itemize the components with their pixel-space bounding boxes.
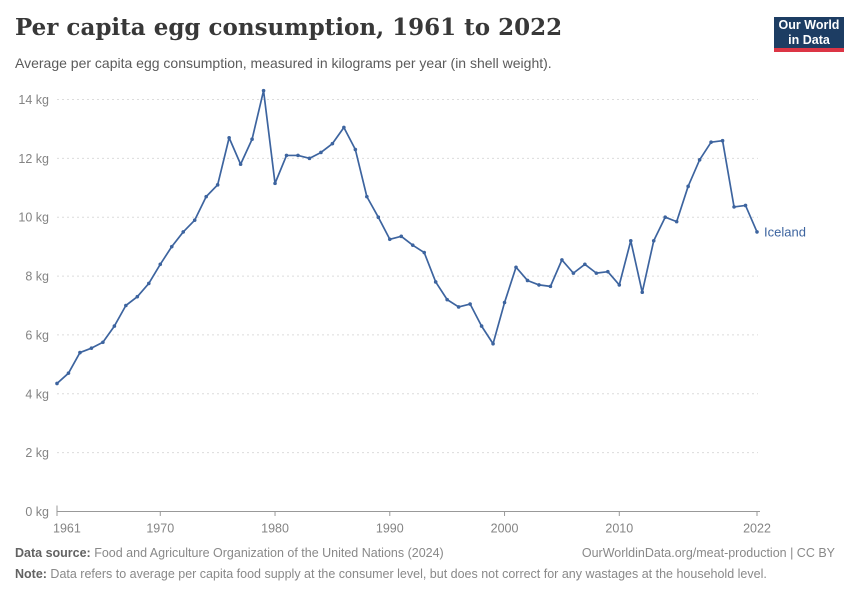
data-point[interactable]: [606, 269, 610, 274]
data-point[interactable]: [147, 281, 151, 286]
data-source: Data source: Food and Agriculture Organi…: [15, 546, 444, 560]
data-point[interactable]: [353, 147, 358, 152]
data-point[interactable]: [192, 218, 197, 222]
data-point[interactable]: [89, 346, 94, 350]
x-axis-tick-label: 1961: [53, 522, 81, 536]
data-point[interactable]: [686, 184, 690, 189]
data-point[interactable]: [491, 341, 495, 346]
note-text: Data refers to average per capita food s…: [46, 567, 767, 581]
data-point[interactable]: [479, 324, 484, 328]
data-point[interactable]: [250, 137, 254, 142]
data-point[interactable]: [181, 230, 186, 234]
data-point[interactable]: [651, 238, 656, 243]
data-point[interactable]: [101, 340, 105, 345]
x-axis-tick-label: 1980: [261, 522, 289, 536]
note-label: Note:: [15, 567, 47, 581]
data-source-label: Data source:: [15, 546, 91, 560]
data-point[interactable]: [743, 203, 748, 208]
data-point[interactable]: [583, 262, 587, 267]
y-axis-tick-label: 0 kg: [25, 505, 49, 519]
data-point[interactable]: [410, 243, 415, 247]
data-point[interactable]: [307, 156, 312, 161]
data-point[interactable]: [422, 250, 427, 255]
data-point[interactable]: [720, 138, 725, 143]
data-point[interactable]: [55, 381, 59, 386]
data-point[interactable]: [112, 324, 117, 328]
page-subtitle: Average per capita egg consumption, meas…: [15, 55, 552, 71]
data-point[interactable]: [227, 135, 231, 140]
data-point[interactable]: [502, 300, 507, 305]
data-point[interactable]: [571, 271, 576, 275]
y-axis-tick-label: 10 kg: [18, 211, 49, 225]
data-point[interactable]: [537, 283, 541, 287]
data-point[interactable]: [433, 280, 438, 284]
data-source-text: Food and Agriculture Organization of the…: [90, 546, 444, 560]
data-point[interactable]: [399, 234, 404, 239]
data-point[interactable]: [445, 297, 449, 302]
entity-label[interactable]: Iceland: [764, 224, 806, 239]
y-axis-tick-label: 4 kg: [25, 387, 49, 401]
data-point[interactable]: [640, 290, 645, 295]
data-point[interactable]: [560, 258, 564, 262]
data-point[interactable]: [169, 244, 174, 249]
data-point[interactable]: [284, 153, 289, 158]
line-chart-canvas[interactable]: 0 kg 2 kg 4 kg 6 kg 8 kg 10 kg 12 kg 14 kg 1961 1…: [0, 0, 850, 545]
data-point[interactable]: [376, 215, 381, 220]
data-point[interactable]: [548, 284, 553, 289]
owid-logo-line1: Our World: [778, 18, 840, 32]
page-title: Per capita egg consumption, 1961 to 2022: [15, 14, 563, 41]
data-point[interactable]: [204, 194, 208, 199]
data-point[interactable]: [709, 140, 713, 144]
y-axis-tick-label: 6 kg: [25, 328, 49, 342]
data-point[interactable]: [674, 219, 679, 224]
data-point[interactable]: [617, 283, 622, 287]
x-axis-tick-label: 1990: [376, 522, 404, 536]
data-point[interactable]: [342, 125, 346, 130]
data-point[interactable]: [158, 262, 163, 267]
data-point[interactable]: [514, 265, 518, 270]
data-point[interactable]: [215, 183, 220, 187]
data-point[interactable]: [296, 153, 300, 158]
data-point[interactable]: [238, 162, 243, 167]
data-point[interactable]: [594, 271, 599, 275]
y-axis-tick-label: 8 kg: [25, 270, 49, 284]
owid-logo[interactable]: Our World in Data: [774, 17, 844, 52]
citation-link[interactable]: OurWorldinData.org/meat-production | CC …: [581, 546, 835, 560]
data-point[interactable]: [135, 294, 140, 299]
data-point[interactable]: [755, 230, 759, 234]
note: Note: Data refers to average per capita …: [15, 567, 835, 581]
data-point[interactable]: [273, 181, 277, 186]
data-point[interactable]: [663, 215, 667, 220]
x-axis-tick-label: 1970: [146, 522, 174, 536]
data-point[interactable]: [697, 158, 702, 162]
data-point[interactable]: [319, 150, 323, 155]
data-point[interactable]: [628, 238, 633, 243]
data-point[interactable]: [456, 305, 461, 309]
data-point[interactable]: [66, 371, 71, 375]
data-point[interactable]: [732, 205, 736, 209]
data-point[interactable]: [330, 141, 335, 146]
data-point[interactable]: [387, 237, 392, 242]
x-axis-tick-label: 2022: [743, 522, 771, 536]
y-axis-tick-label: 14 kg: [18, 93, 49, 107]
data-line[interactable]: [56, 89, 758, 385]
chart-footer: Data source: Food and Agriculture Organi…: [15, 546, 835, 581]
data-point[interactable]: [261, 88, 266, 93]
data-point[interactable]: [525, 278, 530, 283]
x-axis-tick-label: 2010: [605, 522, 633, 536]
owid-logo-line2: in Data: [788, 32, 830, 47]
y-axis-tick-label: 12 kg: [18, 152, 49, 166]
x-axis-tick-label: 2000: [491, 522, 519, 536]
data-point[interactable]: [468, 302, 472, 306]
data-point[interactable]: [78, 350, 82, 355]
data-point[interactable]: [365, 194, 369, 199]
data-point[interactable]: [124, 303, 128, 308]
y-axis-tick-label: 2 kg: [25, 446, 49, 460]
